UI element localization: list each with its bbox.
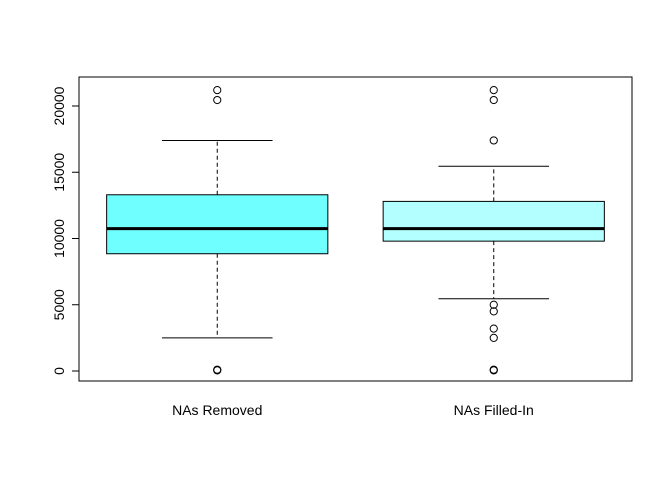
iqr-box xyxy=(106,194,329,255)
outlier-point xyxy=(213,95,222,105)
boxes xyxy=(106,86,605,375)
outlier-point xyxy=(489,307,498,316)
x-category-label: NAs Removed xyxy=(172,402,262,418)
y-tick-label: 0 xyxy=(51,367,67,375)
outlier-point xyxy=(489,300,498,309)
outlier-point xyxy=(489,333,498,342)
x-axis: NAs Removed NAs Filled-In xyxy=(172,402,534,418)
outlier-point xyxy=(489,324,498,333)
box-group xyxy=(106,86,329,375)
outlier-point xyxy=(489,86,498,95)
y-axis: 0 5000 10000 15000 20000 xyxy=(51,86,80,375)
y-tick-label: 10000 xyxy=(51,219,67,258)
iqr-box xyxy=(382,200,605,242)
y-tick-label: 5000 xyxy=(51,289,67,320)
outlier-point xyxy=(489,95,498,105)
box-group xyxy=(382,86,605,375)
outlier-point xyxy=(489,366,498,375)
outlier-point xyxy=(213,366,222,375)
y-tick-label: 15000 xyxy=(51,153,67,192)
y-tick-label: 20000 xyxy=(51,86,67,125)
outlier-point xyxy=(213,86,222,95)
outlier-point xyxy=(489,136,498,145)
x-category-label: NAs Filled-In xyxy=(454,402,534,418)
